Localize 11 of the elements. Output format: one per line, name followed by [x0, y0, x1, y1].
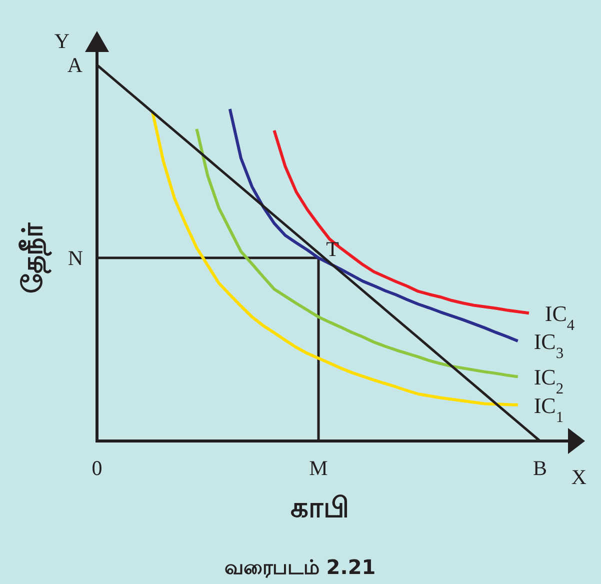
x-axis-title: காபி: [290, 491, 350, 524]
annotation: T: [326, 236, 340, 261]
ref-line-label: N: [68, 246, 83, 270]
text: Y: [54, 29, 70, 53]
y-axis-title: தேநீர்: [16, 222, 52, 294]
x-tick-label: M: [309, 456, 328, 480]
x-tick-label: 0: [92, 456, 102, 480]
x-tick-label: B: [532, 456, 548, 480]
annotation: A: [67, 53, 84, 77]
text: X: [571, 465, 587, 489]
text: வரைபடம் 2.21: [224, 555, 376, 579]
